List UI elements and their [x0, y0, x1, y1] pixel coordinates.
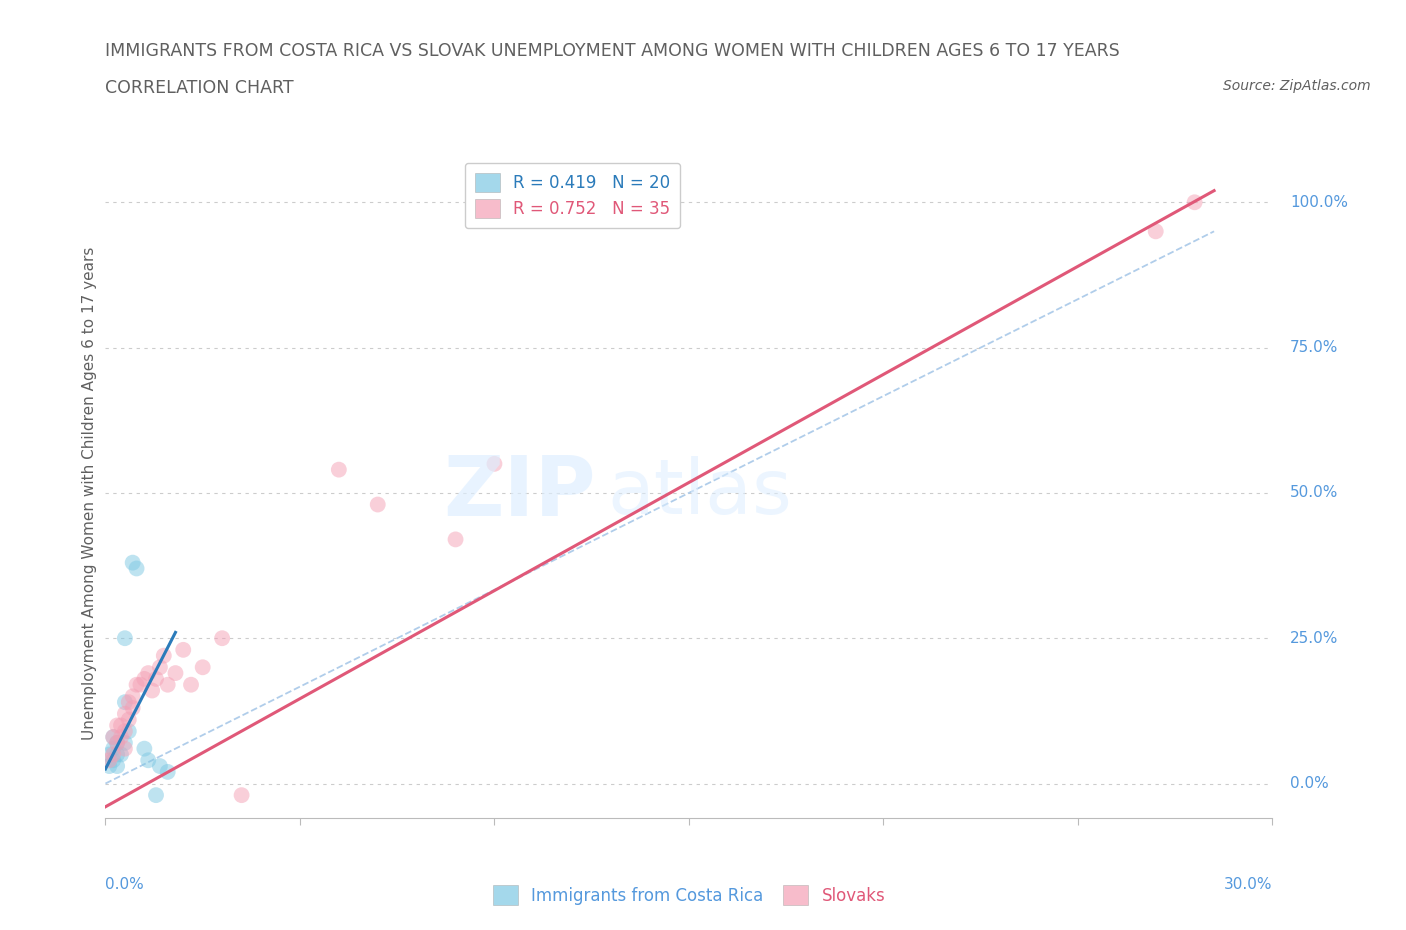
Point [118, 712, 141, 727]
Point [103, 753, 125, 768]
Point [105, 736, 128, 751]
Text: Source: ZipAtlas.com: Source: ZipAtlas.com [1223, 79, 1371, 93]
Point [114, 707, 136, 722]
Point [110, 718, 132, 733]
Text: 100.0%: 100.0% [1289, 194, 1348, 210]
Point [156, 764, 179, 779]
Text: 50.0%: 50.0% [1289, 485, 1339, 500]
Text: IMMIGRANTS FROM COSTA RICA VS SLOVAK UNEMPLOYMENT AMONG WOMEN WITH CHILDREN AGES: IMMIGRANTS FROM COSTA RICA VS SLOVAK UNE… [105, 42, 1121, 60]
Point [110, 729, 132, 744]
Text: 0.0%: 0.0% [105, 877, 145, 892]
Legend: Immigrants from Costa Rica, Slovaks: Immigrants from Costa Rica, Slovaks [486, 879, 891, 911]
Point [121, 555, 143, 570]
Point [1184, 195, 1206, 210]
Text: CORRELATION CHART: CORRELATION CHART [105, 79, 294, 97]
Text: 25.0%: 25.0% [1289, 631, 1339, 645]
Point [98, 753, 121, 768]
Point [129, 677, 152, 692]
Point [152, 648, 174, 663]
Y-axis label: Unemployment Among Women with Children Ages 6 to 17 years: Unemployment Among Women with Children A… [82, 246, 97, 739]
Point [136, 753, 159, 768]
Text: ZIP: ZIP [443, 452, 596, 534]
Point [103, 747, 125, 762]
Point [149, 660, 172, 675]
Point [103, 729, 125, 744]
Point [134, 741, 156, 756]
Text: 75.0%: 75.0% [1289, 340, 1339, 355]
Point [136, 666, 159, 681]
Point [103, 729, 125, 744]
Point [114, 631, 136, 645]
Point [444, 532, 467, 547]
Point [114, 724, 136, 738]
Text: atlas: atlas [607, 456, 792, 530]
Point [1144, 224, 1167, 239]
Point [110, 747, 132, 762]
Point [125, 677, 148, 692]
Point [145, 671, 167, 686]
Point [103, 741, 125, 756]
Point [180, 677, 202, 692]
Point [114, 736, 136, 751]
Point [172, 643, 194, 658]
Point [105, 747, 128, 762]
Point [231, 788, 253, 803]
Point [114, 695, 136, 710]
Point [98, 759, 121, 774]
Point [328, 462, 350, 477]
Point [118, 724, 141, 738]
Point [98, 747, 121, 762]
Text: 0.0%: 0.0% [1289, 776, 1329, 791]
Point [118, 695, 141, 710]
Point [165, 666, 187, 681]
Point [105, 718, 128, 733]
Point [367, 498, 389, 512]
Point [134, 671, 156, 686]
Point [105, 736, 128, 751]
Point [105, 759, 128, 774]
Point [145, 788, 167, 803]
Point [191, 660, 214, 675]
Point [484, 457, 506, 472]
Point [211, 631, 233, 645]
Point [141, 683, 163, 698]
Point [121, 700, 143, 715]
Point [149, 759, 172, 774]
Text: 30.0%: 30.0% [1225, 877, 1272, 892]
Point [125, 561, 148, 576]
Point [156, 677, 179, 692]
Point [114, 741, 136, 756]
Point [121, 689, 143, 704]
